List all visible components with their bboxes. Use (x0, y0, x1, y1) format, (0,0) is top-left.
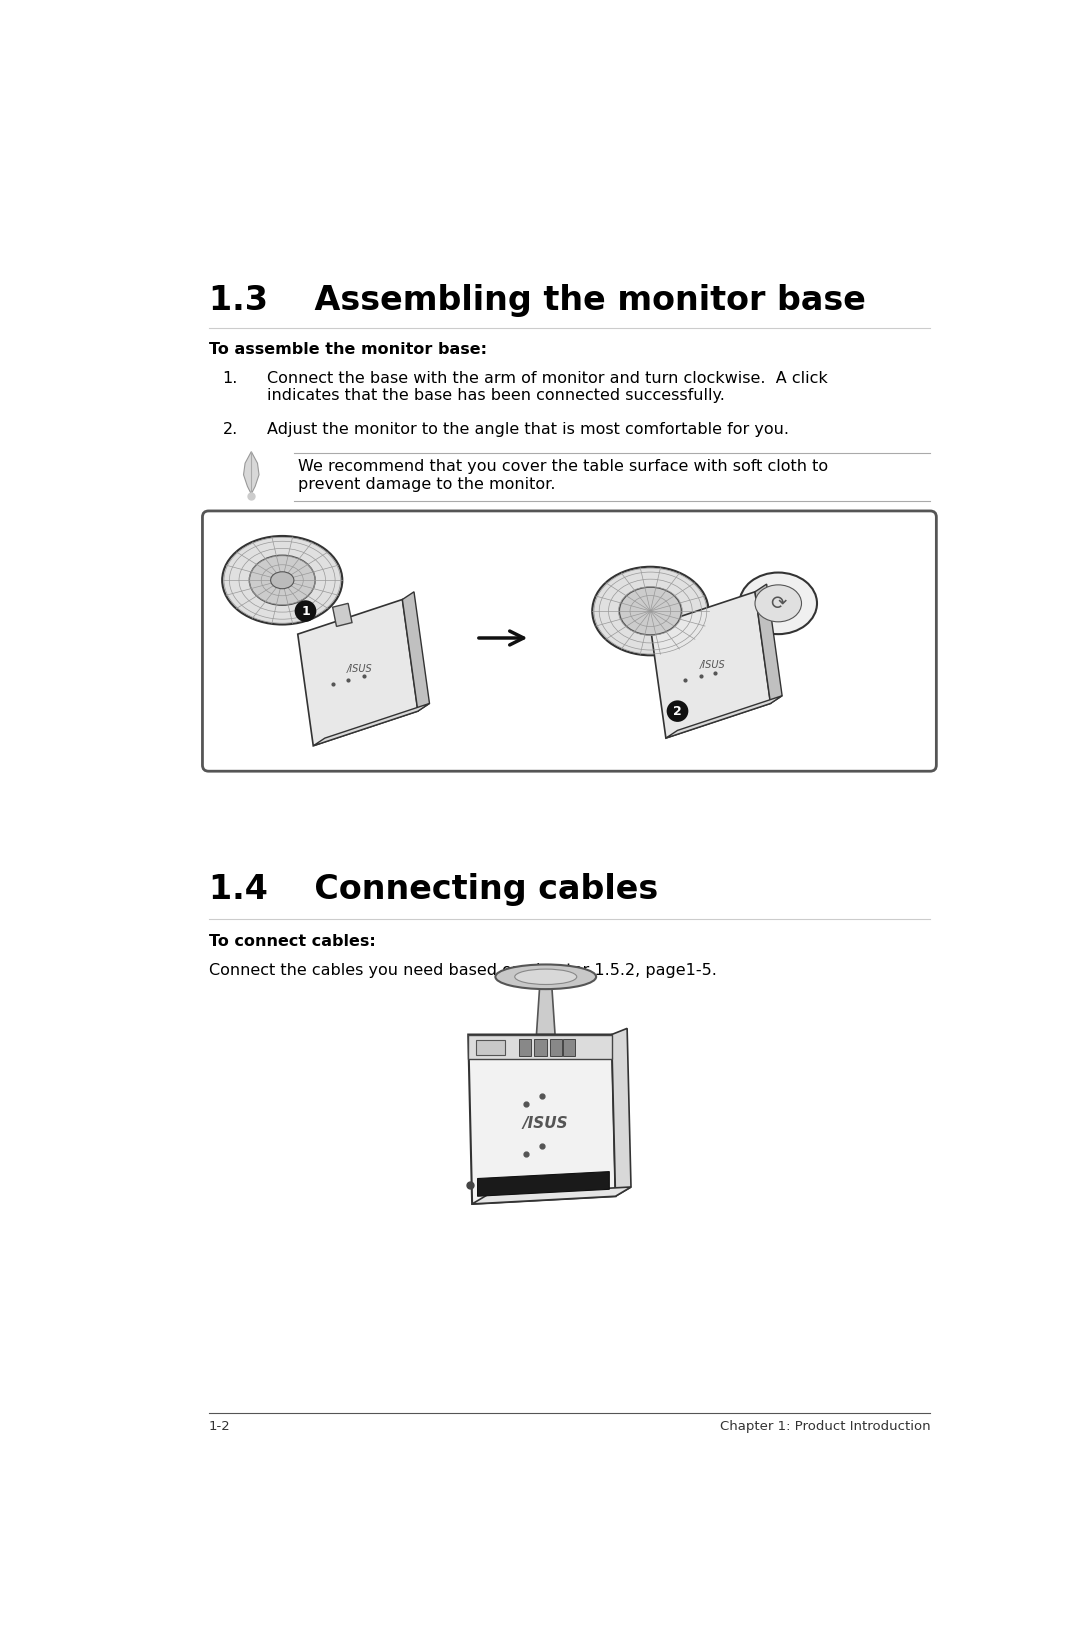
Polygon shape (472, 1188, 631, 1204)
Ellipse shape (619, 587, 681, 635)
Ellipse shape (592, 566, 708, 656)
Text: Adjust the monitor to the angle that is most comfortable for you.: Adjust the monitor to the angle that is … (267, 423, 788, 438)
Text: We recommend that you cover the table surface with soft cloth to
prevent damage : We recommend that you cover the table su… (298, 459, 828, 491)
Ellipse shape (271, 571, 294, 589)
FancyBboxPatch shape (202, 511, 936, 771)
Text: To assemble the monitor base:: To assemble the monitor base: (208, 342, 487, 356)
Text: To connect cables:: To connect cables: (208, 934, 376, 950)
Text: /ISUS: /ISUS (347, 664, 373, 674)
Text: 1.: 1. (222, 371, 238, 386)
Text: /ISUS: /ISUS (700, 661, 726, 670)
Text: Connect the base with the arm of monitor and turn clockwise.  A click
indicates : Connect the base with the arm of monitor… (267, 371, 827, 403)
Text: Chapter 1: Product Introduction: Chapter 1: Product Introduction (719, 1419, 930, 1432)
Polygon shape (666, 696, 782, 739)
Ellipse shape (515, 970, 577, 984)
Text: /ISUS: /ISUS (523, 1116, 568, 1131)
Circle shape (295, 600, 316, 622)
Text: Connect the cables you need based on chapter 1.5.2, page1-5.: Connect the cables you need based on cha… (208, 963, 716, 978)
Ellipse shape (496, 965, 596, 989)
Polygon shape (403, 592, 430, 711)
Text: 2.: 2. (222, 423, 238, 438)
Bar (550, 1040, 562, 1056)
Text: 1.4    Connecting cables: 1.4 Connecting cables (208, 872, 658, 906)
Ellipse shape (740, 573, 816, 635)
Polygon shape (537, 988, 555, 1035)
Text: 1.3    Assembling the monitor base: 1.3 Assembling the monitor base (208, 283, 865, 317)
Ellipse shape (222, 535, 342, 625)
Polygon shape (469, 1035, 616, 1204)
Ellipse shape (755, 584, 801, 622)
Text: 1: 1 (301, 605, 310, 618)
Bar (563, 1040, 576, 1056)
Bar (476, 1040, 505, 1056)
Polygon shape (477, 1171, 609, 1196)
Polygon shape (333, 604, 352, 626)
Text: 1-2: 1-2 (208, 1419, 230, 1432)
Polygon shape (755, 584, 782, 703)
Polygon shape (243, 452, 259, 495)
Bar (535, 1040, 546, 1056)
Polygon shape (298, 599, 418, 745)
Text: 2: 2 (673, 704, 681, 718)
Polygon shape (611, 1028, 631, 1196)
Circle shape (666, 700, 688, 722)
Polygon shape (469, 1035, 611, 1059)
Ellipse shape (249, 555, 315, 605)
Bar (518, 1040, 531, 1056)
Text: ⟳: ⟳ (770, 594, 786, 613)
Polygon shape (313, 703, 430, 745)
Polygon shape (650, 592, 770, 739)
